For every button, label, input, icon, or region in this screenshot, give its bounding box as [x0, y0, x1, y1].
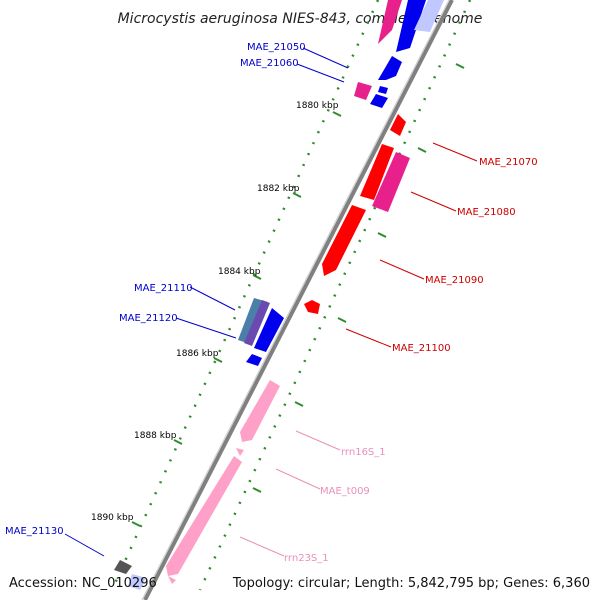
gene-feature-mae-21090[interactable] [322, 205, 366, 276]
gene-feature-mae-t009[interactable] [236, 448, 244, 456]
topology-text: Topology: circular; Length: 5,842,795 bp… [232, 576, 590, 591]
tick-mark [332, 111, 342, 117]
gene-feature-mae-21080[interactable] [360, 144, 394, 200]
label-leaders [64, 47, 478, 557]
gene-label-mae-21050[interactable]: MAE_21050 [247, 42, 306, 53]
gene-label-rrn23s-1[interactable]: rrn23S_1 [284, 553, 329, 564]
tick-mark [213, 357, 223, 363]
gene-feature-mae-21130[interactable] [114, 560, 132, 574]
gene-feature[interactable] [246, 354, 262, 366]
gene-feature[interactable] [244, 300, 270, 346]
gene-feature[interactable] [168, 576, 176, 584]
tick-mark [292, 192, 302, 198]
tick-mark [377, 232, 387, 238]
gene-label-mae-21080[interactable]: MAE_21080 [457, 207, 516, 218]
tick-label: 1882 kbp [257, 184, 300, 194]
gene-feature[interactable] [372, 152, 410, 212]
tick-label: 1884 kbp [218, 267, 261, 277]
gene-label-mae-21060[interactable]: MAE_21060 [240, 58, 299, 69]
tick-label: 1890 kbp [91, 513, 134, 523]
gene-label-mae-21110[interactable]: MAE_21110 [134, 283, 193, 294]
tick-mark [337, 317, 347, 323]
tick-mark [417, 147, 427, 153]
tick-mark [455, 63, 465, 69]
gene-feature-mae-21070[interactable] [390, 114, 406, 136]
gene-features [114, 0, 444, 590]
grid-circles [110, 0, 472, 591]
gene-label-mae-21100[interactable]: MAE_21100 [392, 343, 451, 354]
accession-text: Accession: NC_010296 [9, 576, 157, 591]
gene-feature-mae-21050[interactable] [378, 56, 402, 80]
gene-feature[interactable] [354, 82, 372, 100]
gene-feature-mae-21060[interactable] [378, 86, 388, 94]
gene-feature[interactable] [128, 574, 146, 590]
gene-feature-mae-21100[interactable] [304, 300, 320, 314]
tick-label: 1886 kbp [176, 349, 219, 359]
gene-feature[interactable] [414, 0, 444, 32]
gene-label-rrn16s-1[interactable]: rrn16S_1 [341, 447, 386, 458]
gene-feature-rrn23s-1[interactable] [166, 456, 242, 576]
grid-circle-inner-right [198, 0, 472, 591]
tick-label: 1880 kbp [296, 101, 339, 111]
gene-label-mae-21130[interactable]: MAE_21130 [5, 526, 64, 537]
gene-label-mae-21070[interactable]: MAE_21070 [479, 157, 538, 168]
gene-feature-mae-21120[interactable] [254, 308, 284, 352]
gene-feature[interactable] [370, 94, 388, 108]
gene-feature[interactable] [396, 0, 426, 52]
genome-backbone [141, 0, 454, 600]
gene-label-mae-21090[interactable]: MAE_21090 [425, 275, 484, 286]
gene-label-mae-t009[interactable]: MAE_t009 [320, 486, 370, 497]
tick-mark [294, 401, 304, 407]
tick-marks: 1880 kbp 1882 kbp 1884 kbp 1886 kbp 1888… [91, 63, 465, 527]
gene-labels: MAE_21050 MAE_21060 MAE_21070 MAE_21080 … [5, 42, 538, 564]
tick-mark [131, 521, 141, 527]
tick-mark [173, 439, 183, 445]
gene-feature-rrn16s-1[interactable] [240, 380, 280, 442]
gene-feature[interactable] [378, 0, 402, 44]
tick-mark [252, 274, 262, 280]
tick-mark [252, 487, 262, 493]
grid-circle-outer-left [110, 0, 380, 591]
gene-label-mae-21120[interactable]: MAE_21120 [119, 313, 178, 324]
tick-label: 1888 kbp [134, 431, 177, 441]
